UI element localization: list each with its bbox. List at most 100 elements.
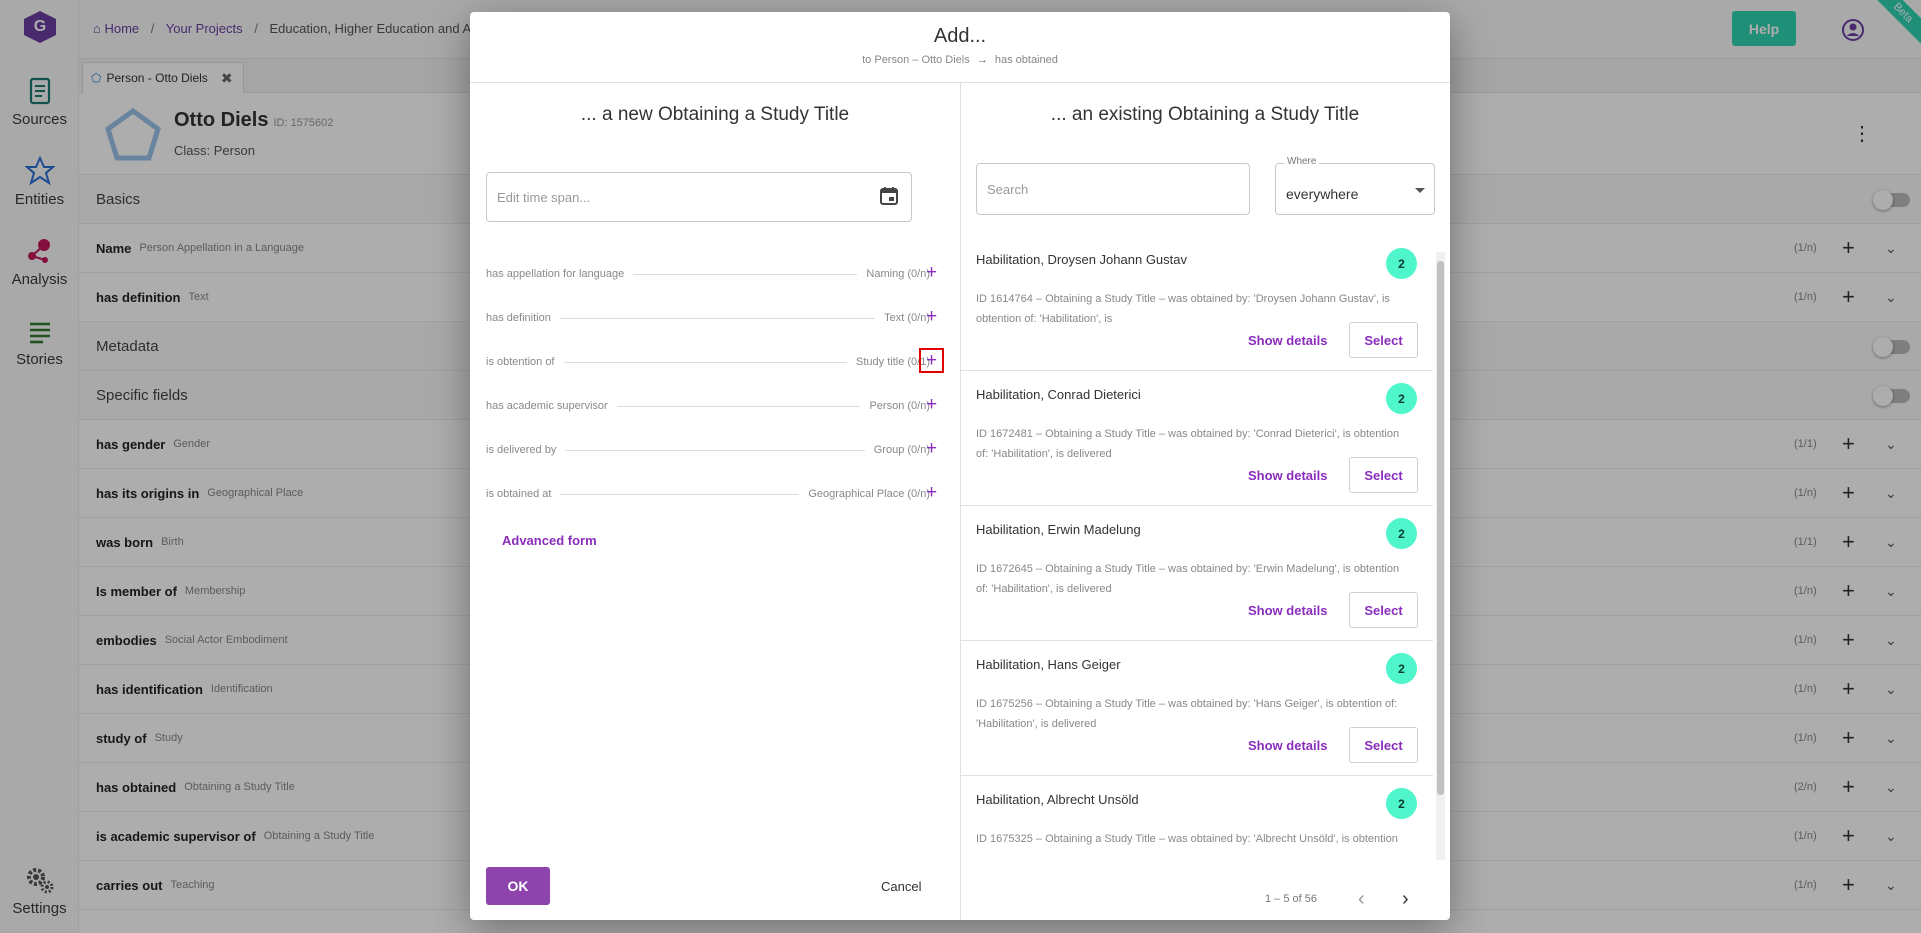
chevron-down-icon[interactable]: ⌄	[1885, 582, 1897, 599]
cancel-button[interactable]: Cancel	[881, 879, 922, 894]
field-label[interactable]: has obtained	[96, 779, 177, 795]
where-select[interactable]: Where everywhere	[1275, 156, 1435, 215]
chevron-down-icon[interactable]: ⌄	[1885, 435, 1897, 452]
add-icon[interactable]: +	[925, 481, 938, 503]
sidebar-label-stories: Stories	[16, 351, 63, 368]
chevron-down-icon[interactable]: ⌄	[1885, 239, 1897, 256]
chevron-down-icon[interactable]: ⌄	[1885, 827, 1897, 844]
add-icon[interactable]: +	[919, 348, 944, 373]
entity-class: Class: Person	[174, 143, 255, 158]
advanced-form-link[interactable]: Advanced form	[502, 533, 597, 548]
help-button[interactable]: Help	[1732, 11, 1796, 46]
previous-page-icon[interactable]: ‹	[1358, 888, 1365, 910]
field-label[interactable]: embodies	[96, 632, 157, 648]
field-target-class: Social Actor Embodiment	[164, 634, 288, 646]
search-input[interactable]: Search	[976, 163, 1250, 215]
breadcrumb-home[interactable]: Home	[104, 21, 140, 36]
sidebar-item-analysis[interactable]: Analysis	[0, 236, 79, 288]
sidebar-item-sources[interactable]: Sources	[0, 76, 79, 128]
sidebar-item-settings[interactable]: Settings	[0, 865, 79, 917]
add-icon[interactable]: +	[925, 393, 938, 415]
property-target: Group (0/n)	[873, 444, 930, 456]
chevron-down-icon[interactable]: ⌄	[1885, 680, 1897, 697]
tab-label: Person - Otto Diels	[106, 71, 208, 85]
add-icon[interactable]: +	[1842, 431, 1855, 456]
home-icon[interactable]: ⌂	[93, 21, 105, 36]
add-icon[interactable]: +	[1842, 578, 1855, 603]
subtitle-from: to Person – Otto Diels	[862, 54, 970, 66]
field-label[interactable]: has identification	[96, 681, 203, 697]
select-button[interactable]: Select	[1349, 592, 1418, 628]
add-icon[interactable]: +	[1842, 235, 1855, 260]
add-icon[interactable]: +	[925, 305, 938, 327]
result-item: Habilitation, Hans Geiger 2 ID 1675256 – O…	[961, 641, 1433, 776]
chevron-down-icon[interactable]: ⌄	[1885, 631, 1897, 648]
sidebar-item-entities[interactable]: Entities	[0, 156, 79, 208]
field-label[interactable]: carries out	[96, 877, 163, 893]
field-label[interactable]: has its origins in	[96, 485, 200, 501]
result-count-badge: 2	[1386, 383, 1417, 414]
entity-id: ID: 1575602	[273, 117, 334, 129]
next-page-icon[interactable]: ›	[1402, 888, 1409, 910]
calendar-icon[interactable]	[878, 185, 900, 207]
add-icon[interactable]: +	[925, 261, 938, 283]
results-scrollbar[interactable]	[1436, 252, 1445, 860]
breadcrumb-projects[interactable]: Your Projects	[165, 21, 243, 36]
add-icon[interactable]: +	[1842, 774, 1855, 799]
add-icon[interactable]: +	[925, 437, 938, 459]
field-label[interactable]: was born	[96, 534, 154, 550]
property-line	[559, 317, 876, 319]
arrow-right-icon: →	[976, 54, 988, 66]
time-span-field[interactable]: Edit time span...	[486, 172, 912, 222]
add-icon[interactable]: +	[1842, 676, 1855, 701]
select-button[interactable]: Select	[1349, 457, 1418, 493]
section-toggle[interactable]	[1873, 337, 1910, 357]
add-icon[interactable]: +	[1842, 480, 1855, 505]
result-description: ID 1675256 – Obtaining a Study Title – w…	[976, 698, 1398, 730]
add-icon[interactable]: +	[1842, 872, 1855, 897]
property-row: has definition Text (0/n) +	[486, 306, 937, 328]
property-row: is obtained at Geographical Place (0/n) +	[486, 482, 937, 504]
chevron-down-icon[interactable]: ⌄	[1885, 876, 1897, 893]
select-button[interactable]: Select	[1349, 322, 1418, 358]
result-title: Habilitation, Hans Geiger	[976, 657, 1121, 672]
add-icon[interactable]: +	[1842, 627, 1855, 652]
scrollbar-thumb[interactable]	[1437, 261, 1444, 795]
add-icon[interactable]: +	[1842, 529, 1855, 554]
add-icon[interactable]: +	[1842, 823, 1855, 848]
field-label[interactable]: is academic supervisor of	[96, 828, 256, 844]
close-icon[interactable]: ✖	[220, 69, 233, 86]
select-button[interactable]: Select	[1349, 727, 1418, 763]
chevron-down-icon[interactable]: ⌄	[1885, 484, 1897, 501]
ok-button[interactable]: OK	[486, 867, 550, 905]
show-details-button[interactable]: Show details	[1248, 738, 1328, 753]
section-toggle[interactable]	[1873, 386, 1910, 406]
user-avatar-icon[interactable]	[1842, 19, 1864, 41]
chevron-down-icon[interactable]: ⌄	[1885, 533, 1897, 550]
sidebar-item-stories[interactable]: Stories	[0, 316, 79, 368]
show-details-button[interactable]: Show details	[1248, 603, 1328, 618]
property-line	[565, 449, 865, 451]
chevron-down-icon[interactable]: ⌄	[1885, 288, 1897, 305]
existing-entity-heading: ... an existing Obtaining a Study Title	[1050, 104, 1360, 125]
more-menu-icon[interactable]: ⋮	[1852, 123, 1872, 145]
property-row: is obtention of Study title (0/1) +	[486, 348, 944, 373]
field-target-class: Study	[154, 732, 183, 744]
field-label[interactable]: study of	[96, 730, 147, 746]
field-label[interactable]: has gender	[96, 436, 166, 452]
tab-person-otto-diels[interactable]: ⬠ Person - Otto Diels ✖	[82, 62, 244, 93]
result-count-badge: 2	[1386, 518, 1417, 549]
chevron-down-icon[interactable]: ⌄	[1885, 729, 1897, 746]
property-target: Geographical Place (0/n)	[808, 488, 930, 500]
field-cardinality: (1/n)	[1794, 830, 1817, 842]
chevron-down-icon[interactable]: ⌄	[1885, 778, 1897, 795]
section-toggle[interactable]	[1873, 190, 1910, 210]
field-label[interactable]: Is member of	[96, 583, 177, 599]
show-details-button[interactable]: Show details	[1248, 333, 1328, 348]
show-details-button[interactable]: Show details	[1248, 468, 1328, 483]
field-label[interactable]: Name	[96, 240, 132, 256]
add-icon[interactable]: +	[1842, 284, 1855, 309]
property-row: is delivered by Group (0/n) +	[486, 438, 937, 460]
field-label[interactable]: has definition	[96, 289, 181, 305]
add-icon[interactable]: +	[1842, 725, 1855, 750]
